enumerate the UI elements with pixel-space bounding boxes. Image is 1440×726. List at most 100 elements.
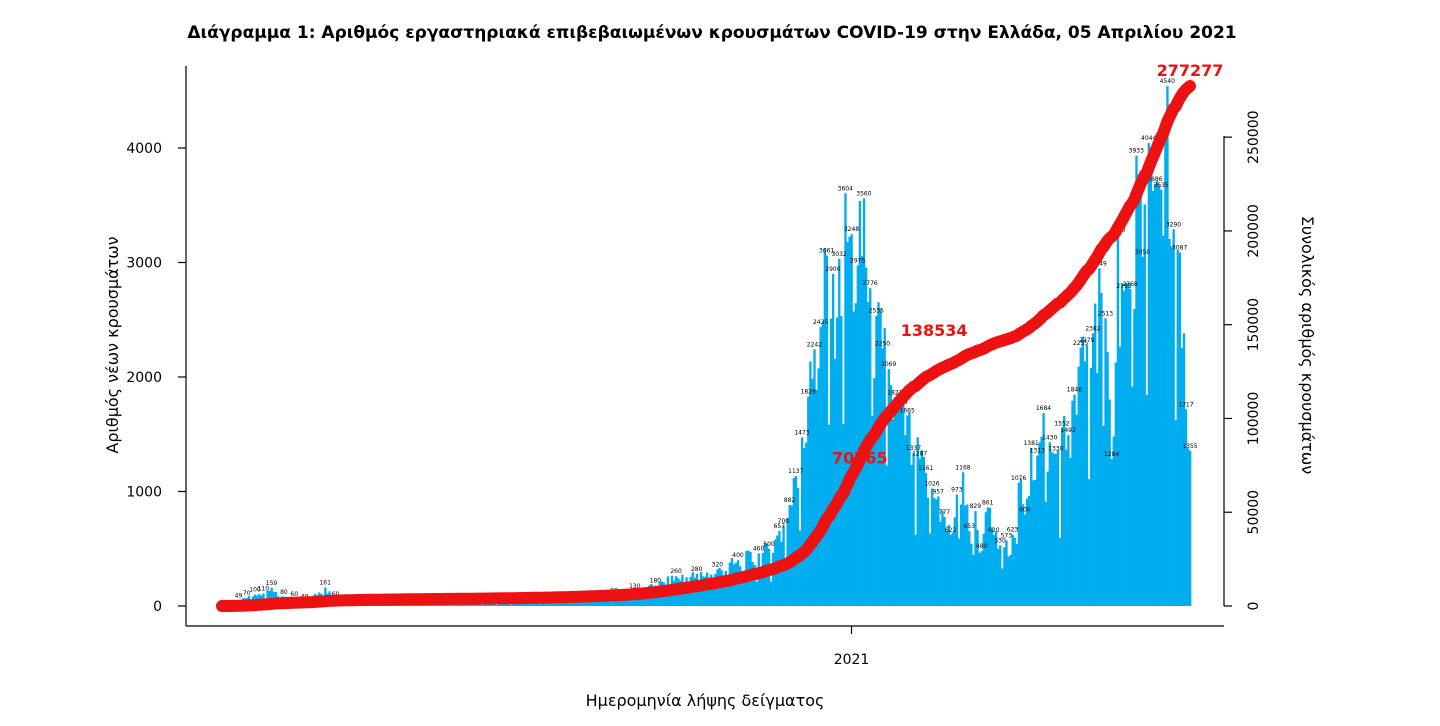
bar-value-label: 500 bbox=[763, 541, 775, 548]
bar bbox=[563, 600, 566, 606]
bar bbox=[1009, 554, 1012, 606]
bar bbox=[1182, 333, 1186, 606]
bar bbox=[722, 575, 725, 606]
bar bbox=[435, 604, 438, 606]
bar bbox=[596, 601, 599, 606]
bar bbox=[474, 604, 478, 606]
bar bbox=[877, 302, 880, 606]
bar bbox=[1106, 351, 1109, 606]
bar bbox=[807, 396, 810, 606]
bar bbox=[491, 603, 494, 606]
bar bbox=[943, 517, 946, 606]
bar-value-label: 460 bbox=[753, 545, 765, 552]
bar-value-label: 1473 bbox=[794, 429, 809, 436]
bar bbox=[1091, 333, 1095, 606]
bar bbox=[809, 361, 812, 606]
bar-value-label: 3087 bbox=[1172, 245, 1187, 252]
bar bbox=[1023, 514, 1027, 606]
bar-value-label: 3248 bbox=[844, 226, 859, 233]
bar bbox=[1139, 171, 1142, 607]
bar-value-label: 80 bbox=[280, 589, 288, 596]
bar bbox=[988, 507, 992, 606]
bar bbox=[978, 552, 981, 606]
bar bbox=[1058, 537, 1062, 606]
bar bbox=[848, 236, 851, 606]
bar bbox=[629, 595, 632, 606]
bar-value-label: 1381 bbox=[1023, 440, 1038, 447]
bar-value-label: 800 bbox=[1019, 506, 1031, 513]
bar bbox=[1067, 435, 1070, 606]
bar bbox=[514, 602, 517, 606]
bar-value-label: 180 bbox=[650, 577, 662, 584]
bar bbox=[976, 529, 979, 606]
bar bbox=[1054, 453, 1058, 606]
bar bbox=[933, 497, 936, 606]
bar bbox=[687, 582, 690, 606]
bar-value-label: 480 bbox=[976, 543, 988, 550]
bar bbox=[815, 389, 818, 606]
y2-tick-label: 0 bbox=[1246, 602, 1262, 611]
bar bbox=[1011, 534, 1014, 606]
bar-value-label: 1717 bbox=[1178, 401, 1193, 408]
bar bbox=[1007, 556, 1010, 606]
bar bbox=[908, 412, 911, 606]
bar bbox=[1118, 347, 1122, 606]
bar bbox=[992, 535, 996, 606]
bar bbox=[980, 551, 983, 606]
bar-value-label: 1168 bbox=[955, 464, 970, 471]
bar bbox=[683, 590, 686, 606]
bar-value-label: 3032 bbox=[831, 251, 846, 258]
bar-value-label: 3061 bbox=[819, 248, 834, 255]
bar-value-label: 3290 bbox=[1166, 221, 1181, 228]
bar bbox=[951, 532, 954, 606]
bar bbox=[739, 566, 742, 606]
bar bbox=[1052, 453, 1056, 606]
bar bbox=[751, 562, 754, 606]
bar bbox=[784, 565, 787, 606]
bar bbox=[536, 602, 540, 606]
bar-value-label: 159 bbox=[266, 580, 278, 587]
bar bbox=[753, 565, 756, 606]
bar bbox=[1094, 303, 1097, 606]
bar bbox=[1172, 229, 1175, 607]
y-axis-label: Αριθμός νέων κρουσμάτων bbox=[103, 236, 122, 453]
bar bbox=[836, 317, 839, 606]
bar-value-label: 70 bbox=[243, 590, 251, 597]
bar bbox=[811, 378, 814, 606]
bar bbox=[592, 599, 595, 606]
bar bbox=[939, 521, 942, 606]
bar-value-label: 2753 bbox=[1116, 283, 1131, 290]
bar bbox=[553, 603, 556, 606]
bar-value-label: 3635 bbox=[1153, 182, 1168, 189]
bar bbox=[767, 548, 771, 606]
bar bbox=[1065, 449, 1068, 606]
bar bbox=[423, 605, 426, 606]
bar-value-label: 623 bbox=[1007, 527, 1019, 534]
bar-value-label: 2279 bbox=[1079, 337, 1094, 344]
bar bbox=[1147, 142, 1151, 606]
bar bbox=[464, 604, 467, 606]
bar bbox=[1170, 246, 1173, 606]
bar bbox=[968, 531, 971, 606]
y-tick-label: 4000 bbox=[126, 141, 162, 157]
bar bbox=[559, 601, 562, 606]
bar bbox=[1015, 544, 1018, 606]
bar bbox=[427, 604, 430, 606]
bar bbox=[772, 552, 775, 606]
bar bbox=[918, 458, 921, 606]
bar bbox=[780, 541, 783, 606]
bar bbox=[549, 602, 552, 606]
bar bbox=[1174, 420, 1177, 606]
bar bbox=[726, 586, 729, 606]
bar bbox=[516, 602, 519, 606]
bar bbox=[796, 487, 800, 606]
bar-value-label: 861 bbox=[982, 499, 994, 506]
bar bbox=[1085, 345, 1089, 606]
bar-value-label: 829 bbox=[970, 503, 982, 510]
bar bbox=[1178, 252, 1182, 607]
bar bbox=[532, 603, 535, 606]
bar bbox=[1102, 425, 1105, 606]
bar bbox=[439, 604, 443, 606]
